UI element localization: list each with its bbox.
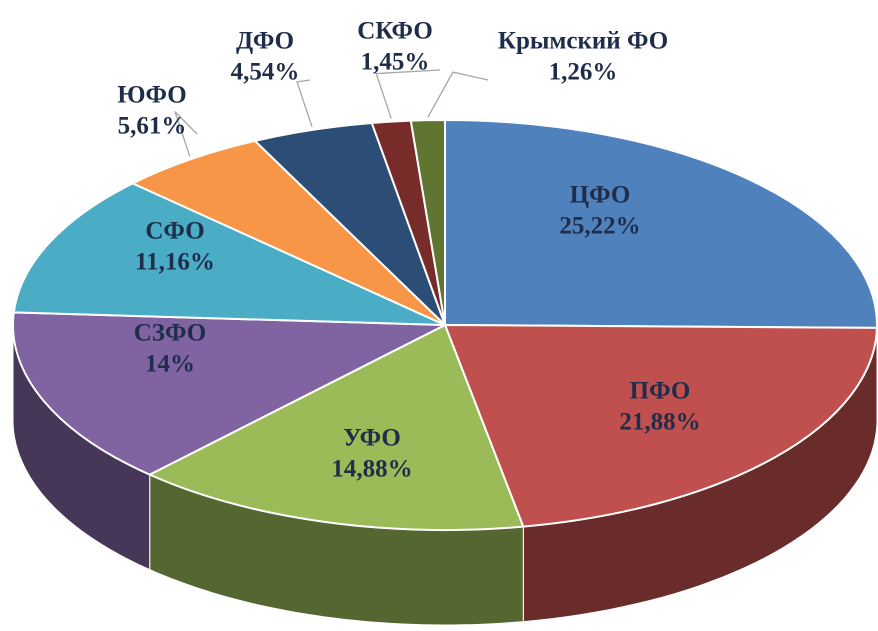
pie-slice (130, 139, 446, 326)
pie-slice (147, 323, 525, 531)
labels: ЦФО 25,22% ПФО 21,88% УФО 14,88% СЗФО 14% СФО 11,… (117, 18, 700, 483)
pie-slice (12, 311, 446, 476)
value-label: 14% (145, 351, 195, 378)
leader-line (174, 111, 198, 157)
category-label: СФО (145, 218, 204, 245)
leader-line (427, 71, 489, 118)
category-label: ПФО (630, 378, 691, 405)
pie-slice (444, 118, 878, 329)
value-label: 4,54% (231, 59, 300, 86)
value-label: 14,88% (331, 456, 412, 483)
pie-slice (443, 323, 878, 528)
category-label: УФО (343, 425, 401, 452)
value-label: 1,26% (549, 59, 618, 86)
pie-slice (12, 182, 446, 326)
category-label: ЦФО (570, 182, 631, 209)
category-label: ДФО (236, 28, 294, 55)
category-label: ЮФО (117, 82, 186, 109)
value-label: 25,22% (559, 213, 640, 240)
pie-tops (12, 118, 878, 531)
value-label: 21,88% (619, 409, 700, 436)
category-label: Крымский ФО (498, 28, 668, 55)
category-label: СКФО (357, 18, 433, 45)
leader-line (296, 79, 313, 128)
value-label: 11,16% (135, 249, 215, 276)
value-label: 1,45% (361, 49, 430, 76)
category-label: СЗФО (134, 320, 206, 347)
pie-slice (409, 118, 446, 326)
value-label: 5,61% (118, 113, 187, 140)
leader-line (375, 69, 441, 119)
